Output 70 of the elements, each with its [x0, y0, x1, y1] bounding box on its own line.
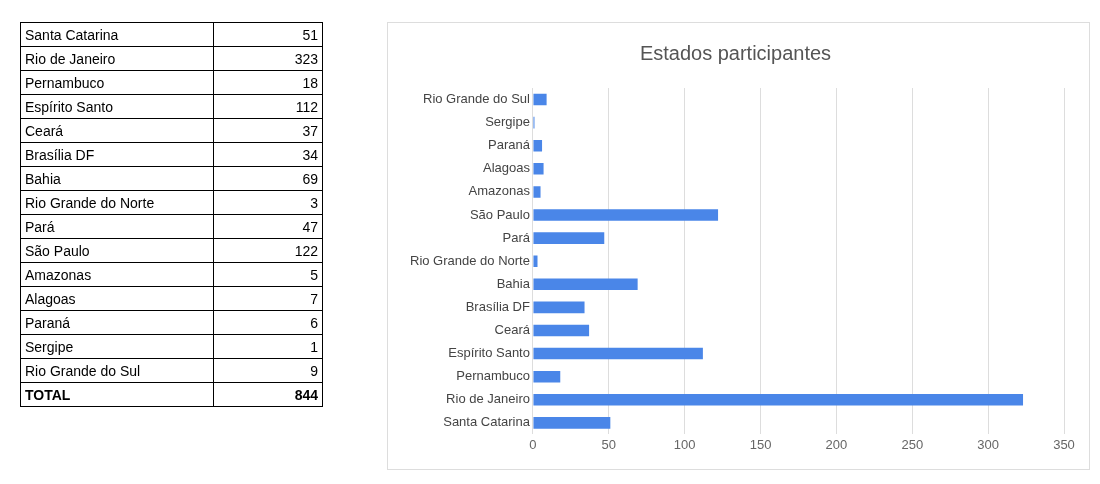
x-tick-label: 150	[749, 436, 772, 452]
text: 3	[310, 194, 318, 211]
category-label: Bahia	[20, 166, 214, 191]
bar	[533, 209, 719, 221]
bar	[533, 393, 1024, 406]
y-tick-label: Sergipe	[485, 114, 530, 130]
y-tick-label: Bahia	[496, 275, 531, 291]
bar	[533, 93, 547, 106]
x-tick-label: 300	[977, 436, 999, 452]
category-label: Santa Catarina	[20, 22, 214, 47]
category-label: Amazonas	[20, 262, 214, 287]
y-tick-label: Rio Grande do Norte	[410, 252, 530, 268]
category-label: Pernambuco	[20, 70, 214, 95]
x-tick-label: 200	[825, 436, 848, 452]
bar	[533, 163, 544, 175]
category-label: Alagoas	[20, 286, 214, 311]
text: 7	[310, 290, 318, 307]
chart-title: Estados participantes	[639, 41, 832, 64]
y-tick-label: Rio de Janeiro	[446, 391, 530, 407]
category-label: Brasília DF	[20, 142, 214, 167]
category-label: Ceará	[20, 118, 214, 143]
text: 47	[302, 218, 318, 235]
y-tick-label: Pará	[502, 229, 531, 245]
y-tick-label: Pernambuco	[456, 368, 530, 384]
y-tick-label: Brasília DF	[465, 298, 530, 314]
bar	[533, 347, 703, 360]
bar	[533, 186, 541, 198]
y-tick-label: Rio Grande do Sul	[423, 91, 531, 107]
x-tick-label: 350	[1053, 436, 1075, 452]
bar	[533, 139, 543, 152]
bar	[533, 301, 585, 314]
text: 323	[294, 50, 318, 67]
x-tick-label: 250	[901, 436, 924, 452]
category-label: Sergipe	[20, 334, 214, 359]
bar	[533, 278, 638, 291]
text: 34	[302, 146, 318, 163]
text: 1	[310, 338, 318, 355]
y-tick-label: Espírito Santo	[448, 345, 530, 361]
text: 112	[295, 98, 318, 115]
bar	[533, 370, 561, 383]
text: 51	[302, 26, 318, 43]
category-label: Rio Grande do Sul	[20, 358, 214, 383]
category-label: Rio de Janeiro	[20, 46, 214, 71]
category-label: Espírito Santo	[20, 94, 214, 119]
y-tick-label: Paraná	[488, 137, 531, 153]
category-label: São Paulo	[20, 238, 214, 263]
category-label: Rio Grande do Norte	[20, 190, 214, 215]
text: 6	[310, 314, 318, 331]
text: 69	[302, 170, 318, 187]
x-tick-label: 100	[673, 436, 696, 452]
y-tick-label: São Paulo	[469, 206, 530, 222]
bar	[533, 324, 590, 337]
text: 5	[310, 266, 318, 283]
y-tick-label: Alagoas	[482, 160, 531, 176]
x-tick-label: 50	[601, 436, 617, 452]
category-label: Pará	[20, 214, 214, 239]
text: 18	[302, 74, 318, 91]
y-tick-label: Amazonas	[468, 183, 531, 199]
y-tick-label: Santa Catarina	[443, 414, 531, 430]
text: 9	[310, 362, 318, 379]
y-tick-label: Ceará	[494, 322, 531, 338]
text: 844	[213, 382, 323, 407]
x-tick-label: 0	[529, 436, 537, 452]
bar	[533, 255, 538, 267]
text: 37	[302, 122, 318, 139]
category-label: Paraná	[20, 310, 214, 335]
text: TOTAL	[20, 382, 214, 407]
bar	[533, 232, 605, 244]
bar	[533, 417, 611, 429]
text: 122	[294, 242, 318, 259]
